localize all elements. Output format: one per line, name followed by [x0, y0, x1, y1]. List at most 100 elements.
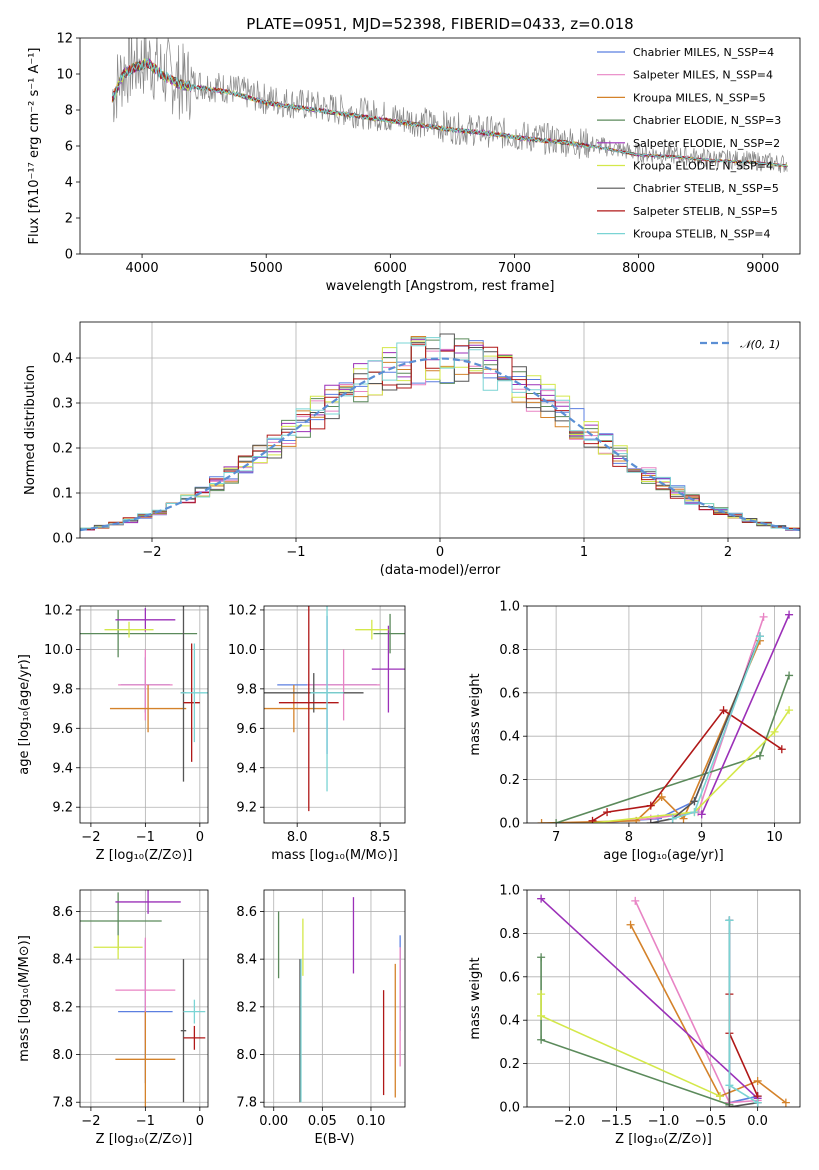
x-tick-label: −1 [286, 545, 305, 560]
weight-marker [537, 1035, 546, 1044]
y-tick-label: 10.2 [44, 603, 73, 618]
weight-marker [753, 1098, 762, 1107]
data-point-errorbar [93, 935, 143, 960]
y-tick-label: 7.8 [52, 1096, 73, 1111]
y-tick-label: 9.4 [52, 761, 73, 776]
x-tick-label: 1 [580, 545, 588, 560]
x-tick-label: −2 [81, 830, 100, 845]
weight-series [668, 632, 764, 823]
panel-mass-EBV: 0.00 0.05 0.10 7.8 8.0 8.2 8.4 8.6 E(B-V) [236, 889, 406, 1147]
x-axis-label: age [log₁₀(age/yr)] [603, 848, 724, 863]
axes-frame [79, 321, 801, 539]
weight-marker [537, 1011, 546, 1020]
plot-area [111, 38, 788, 173]
weight-marker [697, 810, 706, 819]
y-tick-label: 0.4 [52, 352, 73, 367]
axes-frame [79, 605, 209, 824]
y-tick-label: 8.0 [52, 1048, 73, 1063]
weight-marker [725, 916, 734, 925]
weight-series-line [540, 898, 759, 1099]
legend-label: Salpeter STELIB, N_SSP=5 [633, 205, 778, 218]
y-tick-label: 9.2 [236, 801, 257, 816]
data-point-errorbar [180, 959, 187, 1103]
weight-series-line [541, 640, 761, 823]
y-tick-label: 0.2 [499, 773, 520, 788]
weight-series-line [592, 636, 761, 823]
weight-series-line [555, 675, 790, 823]
weight-series-line [650, 636, 761, 823]
x-tick-label: −1.0 [648, 1114, 680, 1129]
weight-marker [646, 819, 655, 823]
axes-frame [263, 889, 406, 1108]
weight-series-line [629, 924, 787, 1104]
panel-weight-Z: −2.0 −1.5 −1.0 −0.5 0.0 0.0 0.2 0.4 0.6 0.8 1.0 Z [… [468, 884, 801, 1147]
weight-marker [588, 816, 597, 823]
y-tick-label: 0.2 [499, 1057, 520, 1072]
axes-frame [79, 37, 801, 255]
weight-series-line [672, 636, 761, 820]
weight-marker [785, 610, 794, 619]
x-tick-label: −1.5 [601, 1114, 633, 1129]
weight-series [537, 894, 762, 1103]
weight-marker [715, 1092, 724, 1101]
y-tick-label: 1.0 [499, 600, 520, 615]
x-tick-label: 10 [766, 830, 783, 845]
y-tick-label: 0.8 [499, 927, 520, 942]
data-point-errorbar [278, 606, 339, 812]
y-axis-label: age [log₁₀(age/yr)] [17, 654, 32, 775]
weight-marker [668, 814, 677, 823]
x-tick-label: 7 [552, 830, 560, 845]
panel-age-mass: 8.0 8.5 9.2 9.4 9.6 9.8 10.0 10.2 mass [log₁₀(M/… [228, 603, 406, 863]
y-tick-label: 9.8 [236, 682, 257, 697]
weight-marker [755, 751, 764, 760]
weight-series [588, 706, 794, 823]
legend-label: Chabrier MILES, N_SSP=4 [633, 46, 774, 59]
weight-series [725, 916, 762, 1107]
y-axis-label: mass [log₁₀(M/M⊙)] [17, 935, 32, 1062]
y-tick-label: 9.2 [52, 801, 73, 816]
axes-frame [526, 889, 801, 1108]
y-tick-label: 8.4 [236, 953, 257, 968]
y-tick-label: 2 [65, 212, 73, 227]
y-tick-label: 10.2 [228, 603, 257, 618]
weight-marker [646, 801, 655, 810]
x-axis-label: E(B-V) [314, 1132, 354, 1147]
weight-series [537, 636, 764, 823]
x-tick-label: 4000 [126, 261, 159, 276]
y-tick-label: 0.6 [499, 970, 520, 985]
x-axis-label: Z [log₁₀(Z/Z⊙)] [96, 1132, 193, 1147]
y-tick-label: 8.2 [52, 1000, 73, 1015]
panel-spectrum: 4000 5000 6000 7000 8000 9000 0 2 4 6 8 10 12 wavelen… [27, 15, 801, 294]
x-tick-label: 5000 [250, 261, 283, 276]
data-point-errorbar [80, 609, 198, 658]
weight-series-line [700, 614, 790, 815]
y-tick-label: 0.0 [499, 817, 520, 832]
x-axis-label: (data-model)/error [380, 563, 501, 578]
data-point-errorbar [118, 649, 173, 721]
y-tick-label: 6 [65, 140, 73, 155]
y-tick-label: 0.6 [499, 686, 520, 701]
y-tick-label: 0.0 [52, 532, 73, 547]
data-point-errorbar [183, 643, 200, 762]
x-tick-label: −0.5 [695, 1114, 727, 1129]
y-tick-label: 0.4 [499, 1014, 520, 1029]
x-tick-label: 0.05 [308, 1114, 337, 1129]
data-point-errorbar [183, 999, 206, 1024]
legend-label: Kroupa STELIB, N_SSP=4 [633, 228, 771, 241]
x-tick-label: 8000 [622, 261, 655, 276]
data-point-errorbar [371, 625, 405, 713]
y-tick-label: 0.3 [52, 397, 73, 412]
y-tick-label: 8.2 [236, 1000, 257, 1015]
y-tick-label: 8.0 [236, 1048, 257, 1063]
x-tick-label: −1 [136, 830, 155, 845]
y-tick-label: 8.4 [52, 953, 73, 968]
data-point-errorbar [180, 643, 208, 743]
y-tick-label: 9.6 [52, 722, 73, 737]
weight-marker [537, 953, 546, 962]
weight-series [588, 612, 768, 823]
x-tick-label: 8.0 [287, 830, 308, 845]
weight-marker [631, 896, 640, 905]
weight-series [725, 990, 762, 1101]
y-tick-label: 9.6 [236, 722, 257, 737]
